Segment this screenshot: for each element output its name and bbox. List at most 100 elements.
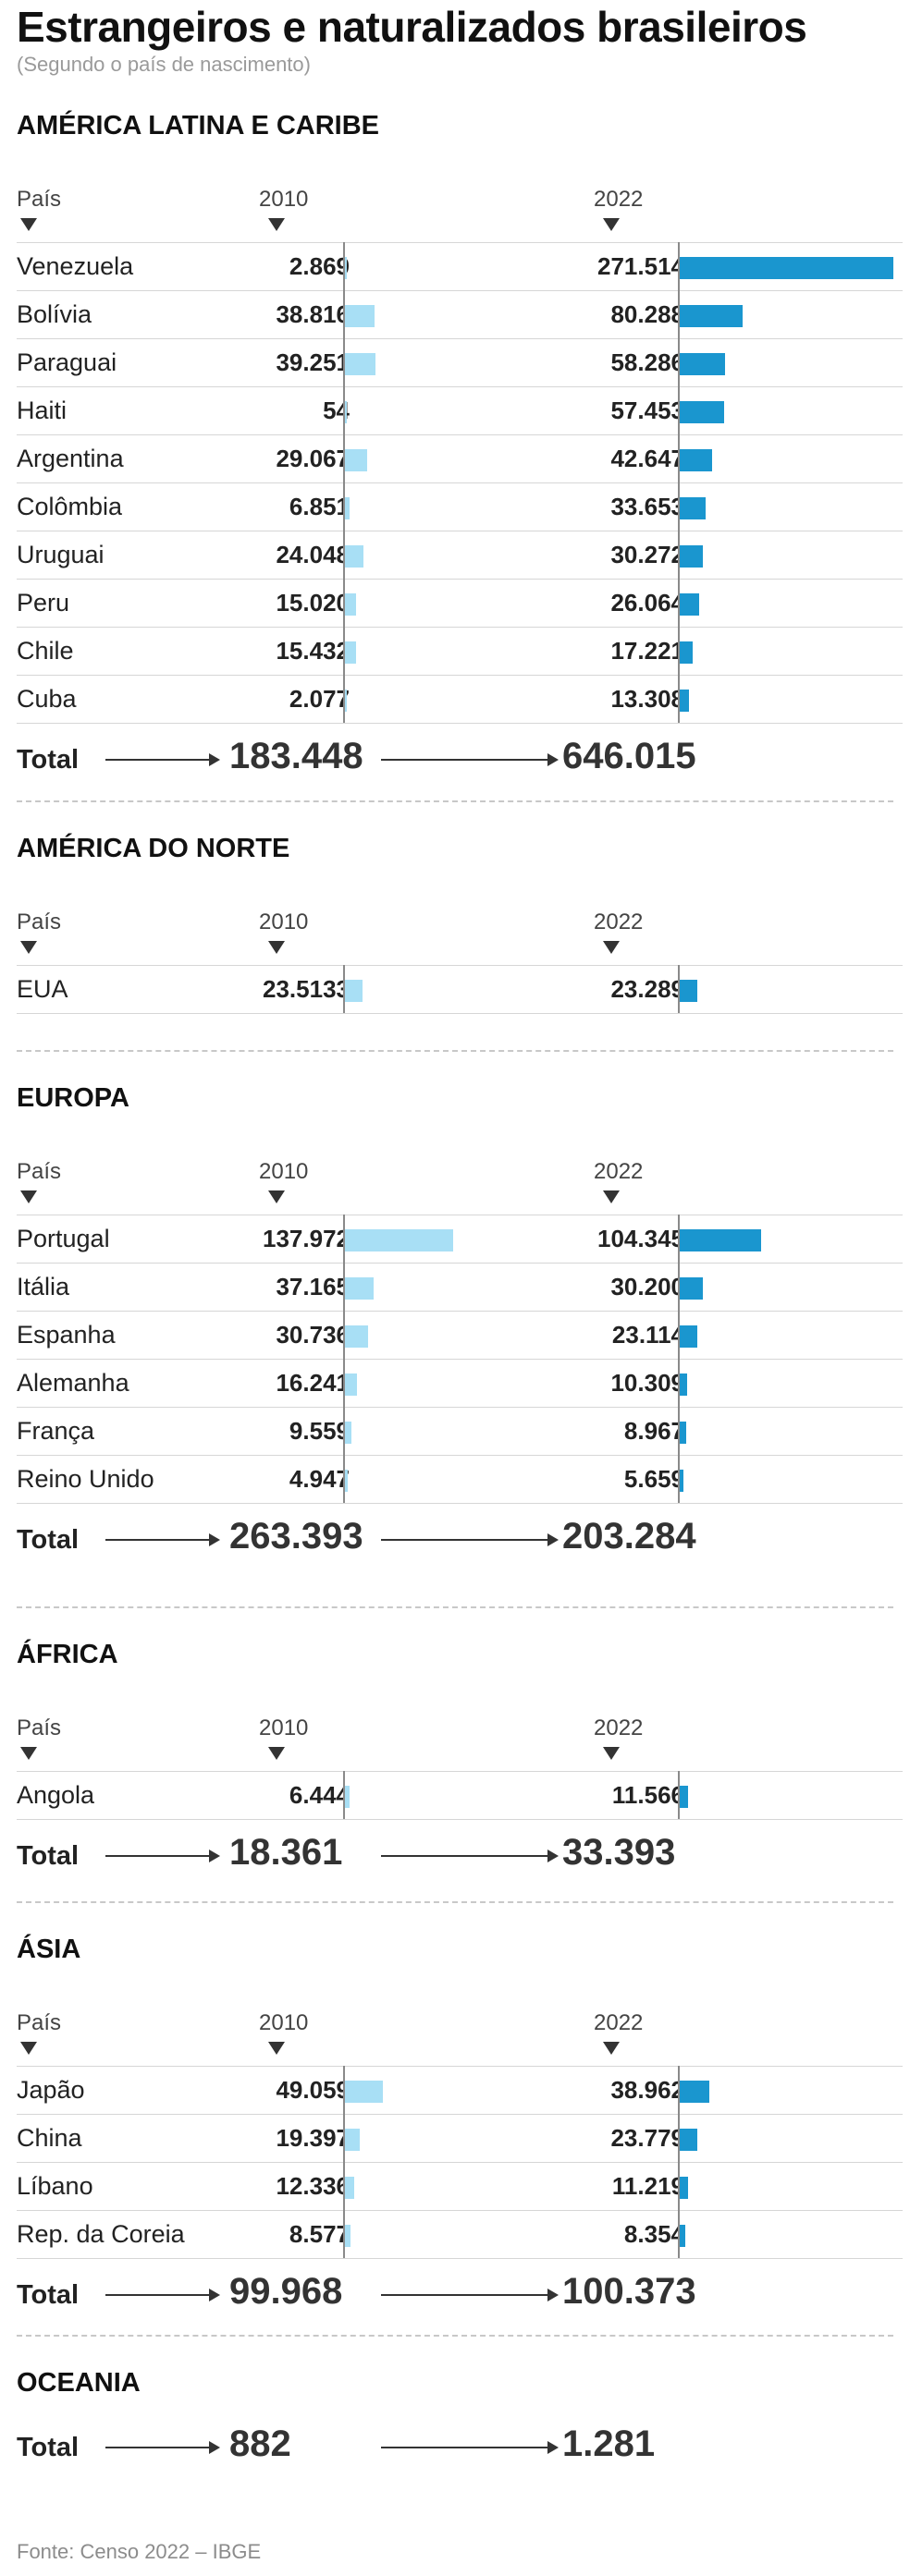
arrow-right-icon	[105, 753, 220, 766]
country-label: China	[17, 2124, 82, 2152]
value-2022-label: 11.219	[611, 2172, 684, 2200]
value-2010-label: 19.397	[276, 2124, 350, 2152]
value-2022-label: 271.514	[597, 252, 684, 280]
table-row: Bolívia 38.816 80.288	[17, 291, 903, 339]
bar-2022	[679, 545, 703, 568]
table-row: Peru 15.020 26.064	[17, 580, 903, 628]
triangle-down-icon-country	[20, 941, 37, 954]
table-row: Venezuela 2.869 271.514	[17, 243, 903, 291]
table-row: Rep. da Coreia 8.577 8.354	[17, 2211, 903, 2259]
value-2022-label: 80.288	[610, 300, 684, 328]
country-label: Angola	[17, 1781, 95, 1809]
total-2022-value: 646.015	[562, 736, 696, 776]
table-row: Paraguai 39.251 58.286	[17, 339, 903, 387]
bar-2010	[344, 641, 357, 664]
column-header-2010: 2010	[259, 1715, 309, 1740]
value-2010-label: 9.559	[289, 1417, 350, 1445]
value-2010-label: 2.077	[289, 685, 350, 713]
axis-line-2010	[343, 2066, 345, 2258]
country-label: Haiti	[17, 397, 68, 424]
axis-line-2010	[343, 965, 345, 1013]
value-2010-label: 38.816	[276, 300, 350, 328]
table-row: Espanha 30.736 23.114	[17, 1312, 903, 1360]
chart-subtitle: (Segundo o país de nascimento)	[17, 53, 311, 76]
bar-2010	[344, 497, 350, 519]
bar-2010	[344, 1277, 374, 1300]
triangle-down-icon-2022	[603, 218, 620, 231]
bar-2010	[344, 305, 375, 327]
country-label: Paraguai	[17, 348, 117, 376]
table-row: Colômbia 6.851 33.653	[17, 483, 903, 531]
country-label: EUA	[17, 975, 68, 1003]
value-2022-label: 10.309	[610, 1369, 684, 1397]
column-header-country: País	[17, 2010, 62, 2035]
country-label: Uruguai	[17, 541, 105, 568]
value-2010-label: 137.972	[263, 1225, 350, 1252]
bar-2010	[344, 1229, 453, 1251]
value-2022-label: 5.659	[623, 1465, 684, 1493]
country-label: Alemanha	[17, 1369, 129, 1397]
data-rows: Venezuela 2.869 271.514 Bolívia 38.816 80.288…	[17, 242, 903, 724]
country-label: Colômbia	[17, 493, 123, 520]
triangle-down-icon-country	[20, 218, 37, 231]
axis-line-2010	[343, 1771, 345, 1819]
bar-2010	[344, 690, 347, 712]
column-header-country: País	[17, 1715, 62, 1740]
table-row: Haiti 54 57.453	[17, 387, 903, 435]
bar-2022	[679, 1422, 686, 1444]
value-2022-label: 104.345	[597, 1225, 684, 1252]
section-divider	[17, 800, 893, 802]
total-label: Total	[17, 1841, 80, 1871]
value-2022-label: 11.566	[611, 1781, 684, 1809]
value-2022-label: 23.779	[610, 2124, 684, 2152]
table-row: Argentina 29.067 42.647	[17, 435, 903, 483]
value-2010-label: 49.059	[276, 2076, 350, 2104]
bar-2022	[679, 1325, 697, 1348]
value-2022-label: 57.453	[610, 397, 684, 424]
column-header-2010: 2010	[259, 2010, 309, 2035]
value-2022-label: 26.064	[610, 589, 684, 617]
total-row: Total 99.968 100.373	[0, 2271, 910, 2319]
column-header-country: País	[17, 187, 62, 212]
bar-2022	[679, 593, 700, 616]
table-row: Líbano 12.336 11.219	[17, 2163, 903, 2211]
arrow-right-icon	[381, 753, 559, 766]
section-title: AMÉRICA DO NORTE	[17, 834, 290, 863]
total-2010-value: 18.361	[229, 1832, 343, 1873]
section-title: AMÉRICA LATINA E CARIBE	[17, 111, 380, 140]
value-2022-label: 30.272	[610, 541, 684, 568]
bar-2022	[679, 353, 725, 375]
country-label: Rep. da Coreia	[17, 2220, 185, 2248]
country-label: França	[17, 1417, 95, 1445]
bar-2010	[344, 980, 363, 1002]
country-label: Líbano	[17, 2172, 93, 2200]
bar-2010	[344, 401, 347, 423]
bar-2010	[344, 2225, 351, 2247]
bar-2022	[679, 641, 693, 664]
axis-line-2022	[678, 2066, 680, 2258]
total-label: Total	[17, 1525, 80, 1555]
section-divider	[17, 1606, 893, 1608]
country-label: Argentina	[17, 445, 124, 472]
bar-2010	[344, 257, 347, 279]
total-label: Total	[17, 2433, 80, 2462]
value-2010-label: 29.067	[276, 445, 350, 472]
table-row: Itália 37.165 30.200	[17, 1264, 903, 1312]
value-2010-label: 6.851	[289, 493, 350, 520]
arrow-right-icon	[105, 2289, 220, 2301]
table-row: Angola 6.444 11.566	[17, 1772, 903, 1820]
value-2022-label: 8.967	[623, 1417, 684, 1445]
country-label: Venezuela	[17, 252, 134, 280]
value-2022-label: 42.647	[610, 445, 684, 472]
value-2010-label: 37.165	[276, 1273, 350, 1300]
value-2010-label: 2.869	[289, 252, 350, 280]
triangle-down-icon-2010	[268, 1190, 285, 1203]
axis-line-2022	[678, 242, 680, 723]
total-2010-value: 99.968	[229, 2271, 343, 2312]
section-divider	[17, 1901, 893, 1903]
bar-2010	[344, 2177, 354, 2199]
value-2010-label: 30.736	[276, 1321, 350, 1349]
bar-2010	[344, 593, 356, 616]
table-row: Reino Unido 4.947 5.659	[17, 1456, 903, 1504]
bar-2010	[344, 1470, 349, 1492]
